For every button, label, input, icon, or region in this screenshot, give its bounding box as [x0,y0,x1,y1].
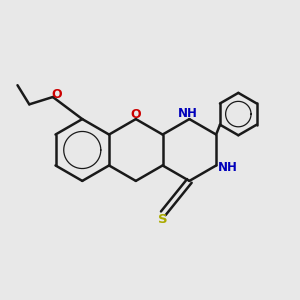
Text: NH: NH [218,161,237,174]
Text: O: O [51,88,62,101]
Text: S: S [158,213,168,226]
Text: O: O [130,108,141,121]
Text: NH: NH [178,107,198,120]
